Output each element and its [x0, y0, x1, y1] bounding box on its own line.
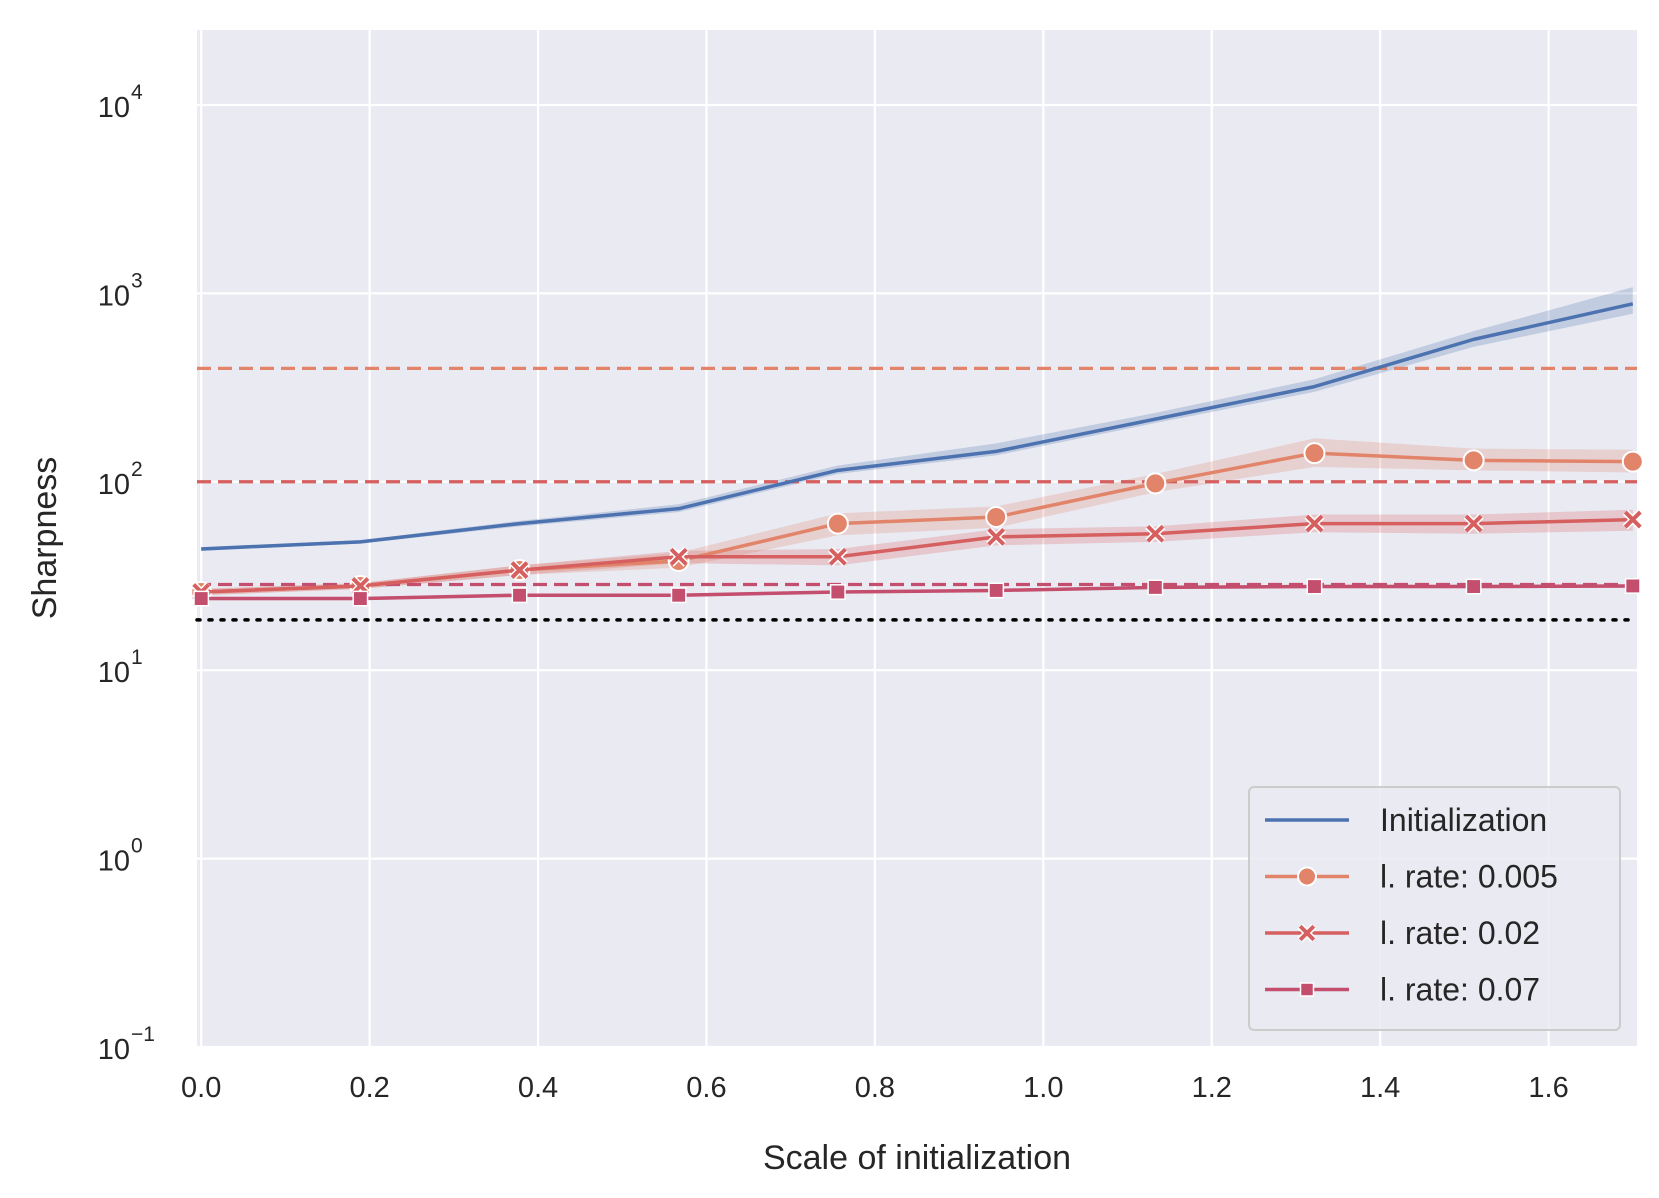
legend-entry: l. rate: 0.02 — [1265, 915, 1540, 951]
y-tick-base: 10 — [98, 657, 130, 689]
data-point — [1306, 578, 1323, 595]
y-tick-exponent: 1 — [131, 646, 143, 669]
legend-label: l. rate: 0.02 — [1380, 915, 1540, 951]
data-point — [1462, 449, 1485, 472]
series-2 — [191, 509, 1643, 602]
x-tick-label: 0.0 — [181, 1072, 221, 1104]
y-tick-exponent: 3 — [131, 269, 143, 292]
marker-x-stroke — [1298, 924, 1316, 942]
series-line — [201, 584, 1633, 601]
legend-marker — [1297, 866, 1317, 887]
y-tick-label: 10 2 — [98, 458, 143, 501]
reference-lines — [195, 366, 1639, 622]
marker-x-stroke — [510, 561, 529, 579]
legend-entry: l. rate: 0.005 — [1265, 859, 1558, 895]
series-line — [201, 302, 1634, 551]
series-line — [201, 517, 1633, 594]
x-tick-label: 1.4 — [1360, 1072, 1400, 1104]
legend: Initialization l. rate: 0.005 l. rate: 0.0… — [1248, 786, 1621, 1031]
confidence-band — [201, 509, 1633, 596]
data-point — [1147, 579, 1164, 596]
data-point — [988, 582, 1005, 599]
x-tick-label: 1.6 — [1528, 1072, 1568, 1104]
legend-marker — [1297, 923, 1317, 943]
y-tick-exponent: 2 — [131, 458, 143, 481]
data-point — [1303, 442, 1326, 465]
data-point — [352, 590, 369, 607]
data-point — [1463, 513, 1484, 534]
y-tick-base: 10 — [98, 469, 130, 501]
y-tick-exponent: 0 — [131, 835, 143, 858]
data-point — [1465, 578, 1482, 595]
legend-entry: Initialization — [1265, 802, 1547, 838]
data-point — [1304, 513, 1325, 534]
y-axis-label: Sharpness — [26, 457, 64, 620]
y-tick-base: 10 — [98, 1034, 130, 1066]
marker-x-stroke — [987, 527, 1006, 546]
legend-box — [1248, 786, 1621, 1031]
data-point — [986, 526, 1007, 547]
x-tick-label: 1.0 — [1023, 1072, 1063, 1104]
series-3 — [193, 577, 1641, 607]
y-tick-label: 10 0 — [98, 835, 143, 878]
marker-x-stroke — [828, 547, 847, 566]
y-tick-base: 10 — [98, 280, 130, 312]
data-point — [1621, 450, 1644, 473]
marker-x-stroke — [1305, 514, 1324, 533]
data-point — [670, 587, 687, 604]
marker-x-stroke — [1464, 514, 1483, 533]
x-axis-ticks: 0.0 0.2 0.4 0.6 0.8 1.0 1.2 1.4 1.6 — [181, 1072, 1569, 1104]
y-tick-exponent: −1 — [131, 1023, 155, 1046]
data-point — [193, 590, 210, 607]
marker-x-stroke — [1623, 510, 1642, 529]
confidence-band — [201, 438, 1633, 596]
x-tick-label: 0.8 — [855, 1072, 895, 1104]
y-tick-label: 10 3 — [98, 269, 143, 312]
data-point — [826, 512, 849, 535]
marker-x-stroke — [669, 547, 688, 566]
legend-marker — [1299, 982, 1315, 997]
x-tick-label: 1.2 — [1192, 1072, 1232, 1104]
data-point — [829, 584, 846, 600]
data-point — [668, 546, 689, 567]
legend-label: Initialization — [1380, 802, 1547, 838]
legend-label: l. rate: 0.005 — [1380, 859, 1558, 895]
legend-label: l. rate: 0.07 — [1380, 972, 1540, 1008]
y-tick-label: 10 4 — [98, 81, 143, 124]
y-tick-base: 10 — [98, 92, 130, 124]
data-point — [827, 546, 848, 567]
data-point — [985, 506, 1008, 529]
x-tick-label: 0.4 — [518, 1072, 558, 1104]
marker-x-stroke — [1146, 524, 1165, 543]
data-point — [1145, 523, 1166, 544]
x-tick-label: 0.6 — [686, 1072, 726, 1104]
data-point — [1144, 472, 1167, 495]
data-point — [509, 560, 530, 581]
data-point — [511, 587, 528, 604]
x-tick-label: 0.2 — [349, 1072, 389, 1104]
y-tick-exponent: 4 — [131, 81, 143, 104]
data-series — [190, 302, 1644, 607]
y-tick-label: 10 −1 — [98, 1023, 155, 1066]
x-axis-label: Scale of initialization — [763, 1139, 1071, 1177]
data-point — [1622, 509, 1643, 530]
series-0 — [201, 302, 1634, 551]
data-point — [1624, 577, 1641, 594]
y-tick-base: 10 — [98, 846, 130, 878]
legend-entry: l. rate: 0.07 — [1265, 972, 1540, 1008]
y-tick-label: 10 1 — [98, 646, 143, 689]
